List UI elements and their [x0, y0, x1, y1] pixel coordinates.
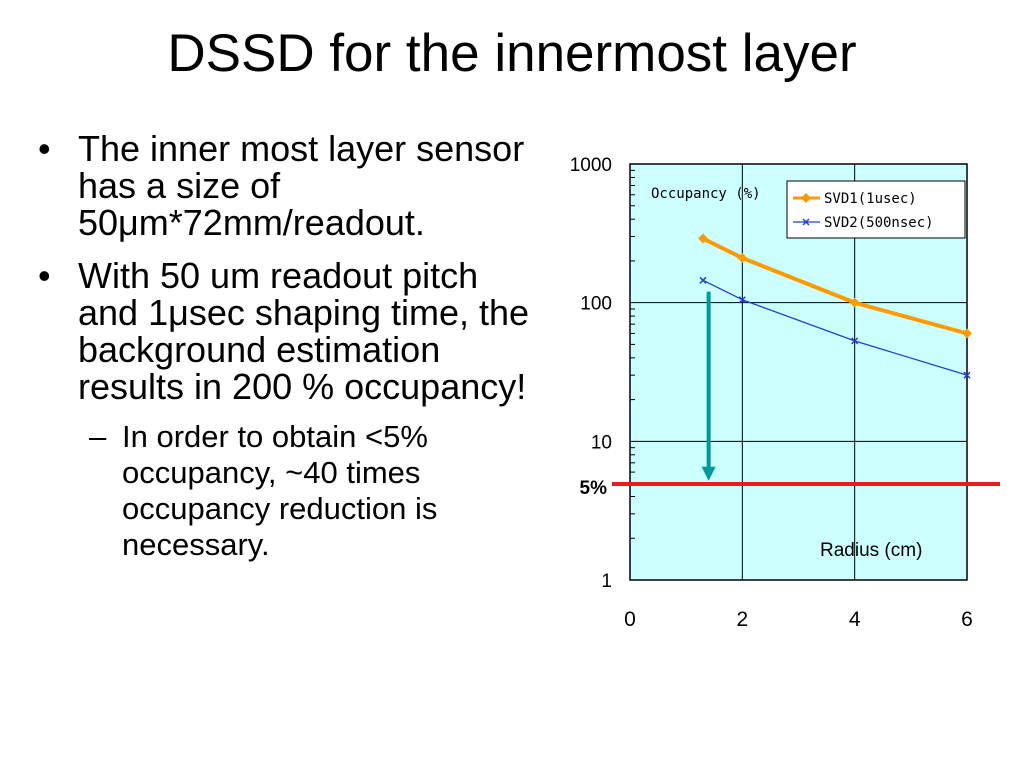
x-tick-label: 2: [736, 608, 748, 631]
y-tick-label: 10: [591, 432, 612, 453]
sub-bullet-marker: –: [89, 419, 107, 454]
sub-bullet-item: – In order to obtain <5% occupancy, ~40 …: [38, 419, 538, 563]
bullet-marker: •: [38, 128, 51, 169]
legend-box: [786, 180, 966, 239]
threshold-label: 5%: [580, 478, 608, 499]
page-title: DSSD for the innermost layer: [167, 24, 857, 83]
x-axis-label: Radius (cm): [820, 540, 922, 561]
x-tick-label: 0: [624, 608, 636, 631]
bullet-list: • The inner most layer sensor has a size…: [38, 130, 538, 563]
bullet-item: • The inner most layer sensor has a size…: [38, 130, 538, 241]
data-point: [962, 328, 972, 339]
reduction-arrow-head: [701, 466, 716, 481]
y-tick-label: 1000: [570, 155, 612, 176]
legend-marker: [802, 218, 810, 226]
series-line-1: [702, 236, 968, 336]
x-tick-label: 6: [961, 608, 973, 631]
x-tick-label: 4: [849, 608, 861, 631]
series-line-2: [702, 279, 968, 376]
data-point: [699, 276, 707, 284]
bullet-marker: •: [38, 255, 51, 296]
data-point: [737, 252, 748, 263]
sub-bullet-text: In order to obtain <5% occupancy, ~40 ti…: [122, 419, 438, 562]
data-point: [849, 297, 860, 308]
legend-marker: [801, 193, 811, 203]
plot-border: [629, 163, 968, 581]
data-point: [698, 233, 709, 244]
y-tick-label: 100: [580, 294, 612, 315]
data-point: [963, 371, 971, 379]
bullet-text: With 50 um readout pitch and 1μsec shapi…: [78, 255, 530, 407]
y-tick-label: 1: [601, 571, 612, 592]
legend-label: SVD2(500nsec): [824, 215, 934, 231]
legend-label: SVD1(1usec): [824, 191, 917, 207]
bullet-item: • With 50 um readout pitch and 1μsec sha…: [38, 257, 538, 405]
data-point: [851, 337, 859, 345]
chart-title: Occupancy (%): [651, 186, 761, 202]
data-point: [738, 296, 746, 304]
bullet-text: The inner most layer sensor has a size o…: [78, 128, 525, 243]
